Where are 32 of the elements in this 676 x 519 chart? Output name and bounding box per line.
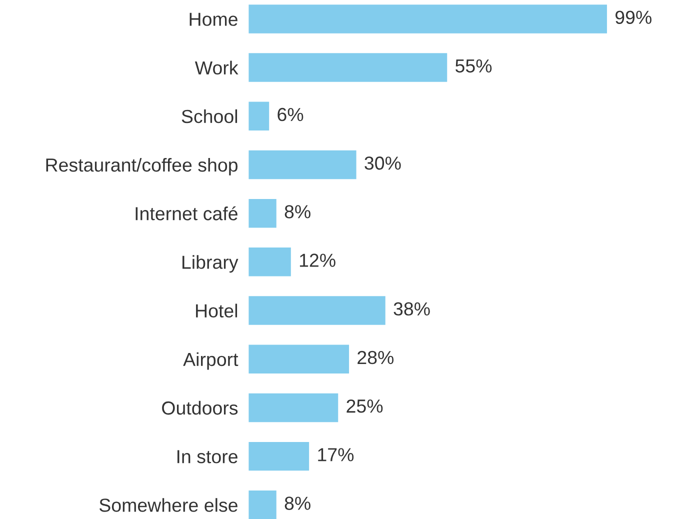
bar (248, 343, 350, 375)
y-tick-label: Somewhere else (99, 498, 238, 512)
data-label: 8% (284, 205, 310, 218)
data-label: 6% (278, 108, 304, 122)
y-tick-label: Airport (183, 352, 238, 370)
data-label: 55% (456, 59, 492, 73)
y-tick-label: Home (190, 12, 238, 26)
y-tick-label: Hotel (196, 304, 238, 318)
data-label: 38% (394, 302, 430, 316)
y-tick-label: Library (182, 255, 238, 273)
bar (248, 294, 387, 326)
data-label: 30% (364, 156, 401, 170)
y-tick-label: Internet café (136, 206, 238, 220)
y-tick-label: Work (194, 60, 238, 75)
bar (248, 100, 270, 132)
data-label: 99% (615, 10, 652, 24)
bar (248, 148, 358, 180)
bar (248, 52, 449, 84)
y-tick-label: In store (177, 450, 238, 464)
bar (248, 392, 340, 424)
y-tick-label: Restaurant/coffee shop (46, 158, 238, 176)
y-tick-label: Outdoors (162, 400, 238, 415)
data-label: 8% (284, 496, 310, 510)
y-tick-label: School (182, 109, 238, 124)
data-label: 12% (300, 254, 336, 267)
data-label: 28% (358, 350, 394, 364)
bar (248, 440, 310, 472)
bar (248, 3, 608, 35)
data-label: 17% (318, 448, 354, 462)
bar (248, 198, 278, 230)
data-label: 25% (346, 399, 383, 413)
bar (248, 246, 292, 278)
